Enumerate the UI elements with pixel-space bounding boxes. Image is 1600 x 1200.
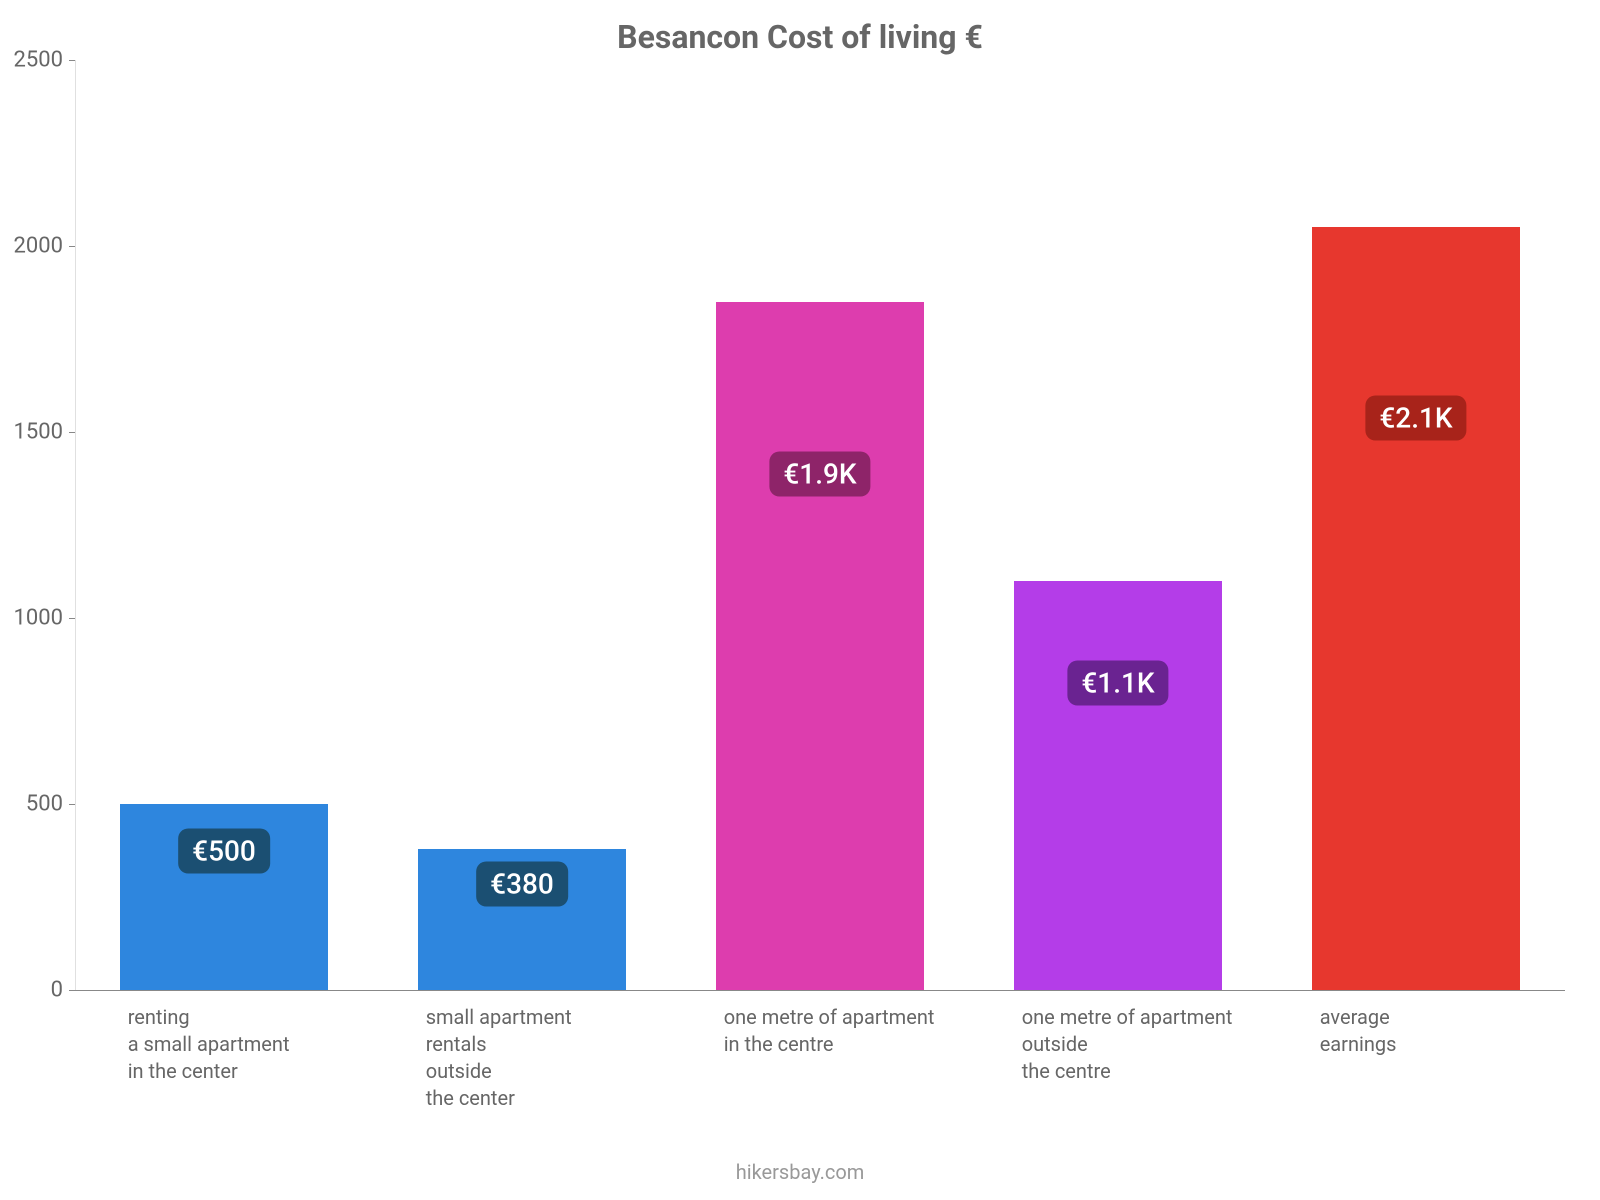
- bar-value-badge: €1.1K: [1067, 661, 1168, 706]
- y-axis-line: [75, 60, 76, 990]
- bar-value-badge: €2.1K: [1365, 396, 1466, 441]
- bar: [1014, 581, 1223, 990]
- y-tick-label: 2000: [3, 234, 63, 259]
- y-tick-mark: [69, 60, 75, 61]
- attribution-text: hikersbay.com: [0, 1160, 1600, 1184]
- bar: [1312, 227, 1521, 990]
- x-category-label: one metre of apartment in the centre: [724, 1004, 973, 1058]
- bar-value-badge: €500: [178, 828, 270, 873]
- y-tick-label: 0: [3, 978, 63, 1003]
- bar-value-badge: €380: [476, 861, 568, 906]
- y-tick-label: 1500: [3, 420, 63, 445]
- y-tick-label: 2500: [3, 48, 63, 73]
- cost-of-living-chart: Besancon Cost of living € €500€380€1.9K€…: [0, 0, 1600, 1200]
- bar-value-badge: €1.9K: [769, 451, 870, 496]
- x-category-label: average earnings: [1320, 1004, 1569, 1058]
- y-tick-mark: [69, 990, 75, 991]
- x-category-label: small apartment rentals outside the cent…: [426, 1004, 675, 1112]
- x-category-label: renting a small apartment in the center: [128, 1004, 377, 1085]
- y-tick-label: 1000: [3, 606, 63, 631]
- y-tick-mark: [69, 804, 75, 805]
- x-axis-line: [75, 990, 1565, 991]
- x-category-label: one metre of apartment outside the centr…: [1022, 1004, 1271, 1085]
- plot-area: €500 €380 €1.9K €1.1K €2.1K: [75, 60, 1565, 990]
- y-tick-label: 500: [3, 792, 63, 817]
- y-tick-mark: [69, 618, 75, 619]
- y-tick-mark: [69, 246, 75, 247]
- bar: [716, 302, 925, 990]
- chart-title: Besancon Cost of living €: [0, 18, 1600, 56]
- y-tick-mark: [69, 432, 75, 433]
